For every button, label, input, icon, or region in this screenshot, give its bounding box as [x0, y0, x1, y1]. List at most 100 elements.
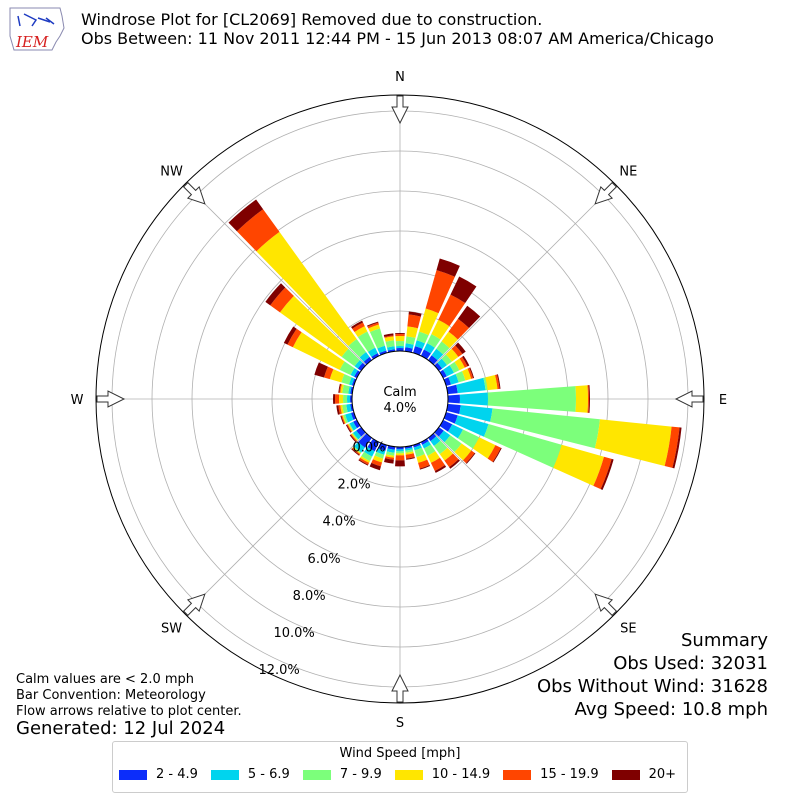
- angular-grid-line: [184, 432, 367, 615]
- wind-bar-70-20-: [469, 367, 475, 379]
- wind-bar-290-20-: [314, 362, 328, 378]
- wind-bar-330-15-19-9: [352, 322, 365, 333]
- wind-bar-270-5-6-9: [347, 395, 351, 403]
- wind-bar-210-20-: [358, 459, 369, 466]
- wind-bar-110-5-6-9: [454, 415, 489, 437]
- compass-arrow-layer: [96, 95, 704, 703]
- wind-bar-220-20-: [351, 448, 360, 456]
- wind-bar-140-5-6-9: [430, 436, 441, 447]
- wind-bar-50-10-14-9: [445, 348, 459, 362]
- wind-bar-140-2-4-9: [428, 433, 437, 442]
- legend-swatch: [119, 769, 147, 780]
- wind-bar-30-10-14-9: [431, 319, 450, 340]
- legend-items: 2 - 4.9 5 - 6.9 7 - 9.9 10 - 14.9 15 - 19.9 2…: [119, 767, 689, 782]
- wind-bar-290-5-6-9: [349, 377, 355, 386]
- wind-bar-200-10-14-9: [372, 455, 384, 463]
- wind-bar-160-10-14-9: [416, 454, 428, 463]
- wind-bar-110-20-: [600, 458, 614, 491]
- wind-bar-270-7-9-9: [343, 394, 348, 404]
- radial-tick-label: 12.0%: [258, 663, 299, 678]
- wind-bar-100-15-19-9: [664, 426, 680, 468]
- wind-bar-120-5-6-9: [447, 424, 464, 439]
- legend-label: 15 - 19.9: [540, 767, 599, 782]
- wind-bar-240-7-9-9: [348, 423, 354, 432]
- wind-bar-330-20-: [351, 320, 364, 329]
- wind-bar-90-5-6-9: [459, 392, 488, 406]
- calm-value: 4.0%: [383, 401, 416, 416]
- wind-bar-330-5-6-9: [367, 347, 378, 357]
- wind-bar-260-15-19-9: [338, 405, 342, 415]
- wind-bar-30-7-9-9: [426, 334, 441, 348]
- wind-bar-60-2-4-9: [439, 369, 447, 379]
- compass-arrow: [182, 181, 206, 205]
- wind-bar-220-10-14-9: [352, 447, 361, 455]
- wind-bar-250-5-6-9: [345, 412, 354, 423]
- wind-bar-340-20-: [367, 321, 379, 327]
- wind-bar-320-7-9-9: [348, 338, 367, 358]
- chart-title: Windrose Plot for [CL2069] Removed due t…: [81, 10, 543, 29]
- legend-item: 7 - 9.9: [302, 767, 382, 782]
- wind-bar-80-7-9-9: [483, 377, 488, 391]
- compass-arrow: [674, 390, 704, 408]
- bar-layer: [95, 94, 705, 704]
- summary-avg-speed: Avg Speed: 10.8 mph: [574, 699, 768, 720]
- compass-label-SE: SE: [620, 621, 636, 636]
- wind-bar-210-5-6-9: [364, 446, 375, 457]
- wind-bar-250-15-19-9: [341, 415, 346, 425]
- wind-bar-170-7-9-9: [405, 449, 414, 453]
- wind-bar-10-5-6-9: [405, 343, 414, 349]
- wind-bar-280-20-: [338, 383, 341, 393]
- wind-bar-340-10-14-9: [368, 324, 381, 333]
- wind-bar-110-10-14-9: [553, 444, 604, 486]
- wind-bar-310-20-: [265, 283, 286, 306]
- wind-bar-340-2-4-9: [379, 350, 387, 356]
- wind-bar-100-20-: [672, 427, 682, 469]
- wind-bar-50-7-9-9: [441, 354, 452, 366]
- wind-bar-30-5-6-9: [423, 343, 435, 354]
- calm-circle: [351, 350, 449, 448]
- wind-bar-260-5-6-9: [346, 404, 352, 413]
- wind-bar-130-15-19-9: [463, 450, 475, 464]
- wind-bar-290-2-4-9: [351, 378, 357, 386]
- wind-bar-190-7-9-9: [386, 451, 395, 456]
- compass-label-S: S: [396, 716, 404, 731]
- arrow-shape: [674, 390, 704, 408]
- wind-bar-330-10-14-9: [354, 326, 368, 337]
- wind-bar-120-7-9-9: [457, 429, 480, 449]
- wind-bar-200-5-6-9: [376, 448, 386, 455]
- wind-bar-70-5-6-9: [448, 373, 459, 385]
- wind-bar-60-15-19-9: [459, 356, 468, 368]
- wind-bar-150-10-14-9: [427, 451, 440, 463]
- arrow-shape: [182, 181, 206, 205]
- wind-bar-310-10-14-9: [279, 295, 349, 357]
- plot-outline: [95, 94, 705, 704]
- legend-label: 20+: [648, 767, 677, 782]
- wind-bar-280-15-19-9: [339, 384, 342, 393]
- arrow-shape: [182, 593, 206, 617]
- wind-bar-40-10-14-9: [441, 331, 458, 349]
- wind-bar-90-7-9-9: [487, 386, 576, 412]
- wind-bar-70-10-14-9: [462, 368, 472, 381]
- wind-bar-240-10-14-9: [347, 423, 353, 432]
- wind-bar-50-20-: [455, 342, 466, 354]
- wind-bar-220-7-9-9: [353, 446, 362, 454]
- wind-bar-20-10-14-9: [419, 308, 439, 336]
- legend-title: Wind Speed [mph]: [339, 746, 461, 761]
- wind-bar-20-15-19-9: [425, 270, 455, 314]
- wind-bar-80-2-4-9: [446, 384, 458, 395]
- legend-label: 7 - 9.9: [339, 767, 382, 782]
- wind-bar-40-5-6-9: [431, 348, 444, 361]
- wind-bar-300-15-19-9: [287, 328, 302, 348]
- wind-bar-290-10-14-9: [329, 369, 345, 383]
- wind-bar-80-10-14-9: [485, 374, 498, 391]
- wind-bar-120-2-4-9: [439, 419, 453, 432]
- wind-bar-60-10-14-9: [454, 358, 465, 371]
- wind-bar-90-2-4-9: [447, 394, 461, 404]
- wind-bar-160-20-: [419, 465, 431, 470]
- wind-bar-100-5-6-9: [459, 405, 493, 422]
- compass-arrow: [391, 673, 409, 703]
- chart-subtitle: Obs Between: 11 Nov 2011 12:44 PM - 15 J…: [81, 29, 714, 48]
- legend-item: 10 - 14.9: [394, 767, 490, 782]
- wind-bar-270-10-14-9: [339, 394, 344, 404]
